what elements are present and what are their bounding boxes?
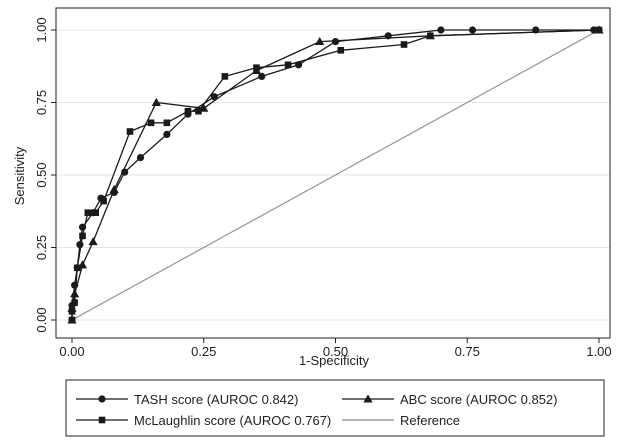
series-0-point-13 — [210, 93, 218, 101]
plot-frame — [55, 7, 611, 339]
series-2-point-10 — [163, 119, 171, 127]
series-1-point-2 — [70, 289, 80, 298]
series-0-point-2 — [71, 281, 79, 289]
legend-label-0: TASH score (AUROC 0.842) — [134, 392, 298, 407]
series-2-point-15 — [284, 61, 292, 69]
y-axis-title: Sensitivity — [12, 146, 27, 205]
x-tick-label-0: 0.00 — [59, 344, 84, 359]
y-tick-label-0: 0.00 — [34, 307, 49, 332]
series-1-point-9 — [315, 37, 325, 46]
series-0-point-18 — [437, 26, 445, 34]
legend-item-2: McLaughlin score (AUROC 0.767) — [76, 413, 331, 428]
series-2-point-13 — [221, 73, 229, 80]
series-0-point-7 — [97, 194, 105, 202]
series-2-point-8 — [126, 128, 134, 135]
series-0-point-21 — [590, 26, 598, 34]
series-0-point-19 — [468, 26, 477, 34]
series-2-point-17 — [400, 41, 408, 48]
series-1-point-4 — [88, 237, 98, 246]
series-line-3 — [71, 29, 600, 321]
legend-swatch-marker-1 — [363, 394, 373, 403]
series-0-point-15 — [295, 61, 303, 69]
legend-swatch-marker-0 — [98, 395, 106, 403]
series-3 — [71, 29, 600, 321]
legend: TASH score (AUROC 0.842) ABC score (AUROC… — [65, 379, 605, 437]
series-0-point-12 — [184, 110, 192, 118]
x-tick-label-1: 0.25 — [191, 344, 216, 359]
legend-label-2: McLaughlin score (AUROC 0.767) — [134, 413, 331, 428]
legend-item-1: ABC score (AUROC 0.852) — [342, 392, 558, 407]
series-0-point-6 — [89, 209, 97, 217]
series-1-point-6 — [151, 97, 161, 106]
series-2-point-2 — [71, 299, 78, 306]
x-tick-label-4: 1.00 — [586, 344, 611, 359]
series-0-point-9 — [121, 168, 129, 176]
legend-label-1: ABC score (AUROC 0.852) — [400, 392, 558, 407]
x-tick-label-3: 0.75 — [455, 344, 480, 359]
legend-label-3: Reference — [400, 413, 460, 428]
y-tick-label-4: 1.00 — [34, 17, 49, 42]
series-0 — [68, 26, 603, 324]
legend-swatch-marker-2 — [98, 416, 106, 424]
y-tick-label-3: 0.75 — [34, 90, 49, 115]
series-2-point-7 — [100, 197, 107, 205]
series-0-point-16 — [331, 38, 340, 46]
legend-item-3: Reference — [342, 413, 460, 428]
series-0-point-10 — [136, 154, 145, 162]
series-0-point-8 — [110, 188, 118, 196]
series-1-point-10 — [425, 31, 435, 40]
y-tick-label-2: 0.50 — [34, 162, 49, 187]
series-0-point-14 — [258, 72, 266, 80]
y-tick-label-1: 0.25 — [34, 235, 49, 260]
series-0-point-17 — [384, 32, 392, 40]
series-0-point-0 — [68, 316, 76, 324]
legend-box — [65, 379, 605, 437]
series-0-point-11 — [163, 130, 171, 138]
series-2-point-4 — [79, 232, 86, 240]
series-2-point-16 — [337, 47, 345, 54]
series-0-point-3 — [73, 264, 81, 272]
series-0-point-20 — [532, 26, 540, 34]
series-0-point-1 — [68, 301, 76, 310]
series-2-point-12 — [195, 107, 202, 115]
series-1-point-8 — [251, 66, 262, 75]
series-0-point-22 — [595, 26, 603, 34]
x-axis-title: 1-Specificity — [299, 353, 370, 368]
x-tick-label-2: 0.50 — [323, 344, 348, 359]
legend-item-0: TASH score (AUROC 0.842) — [76, 392, 298, 407]
series-1-point-7 — [199, 103, 209, 112]
series-0-point-5 — [78, 223, 87, 231]
series-2-point-5 — [84, 209, 92, 216]
series-0-point-4 — [76, 241, 84, 249]
series-2-point-9 — [147, 119, 155, 127]
